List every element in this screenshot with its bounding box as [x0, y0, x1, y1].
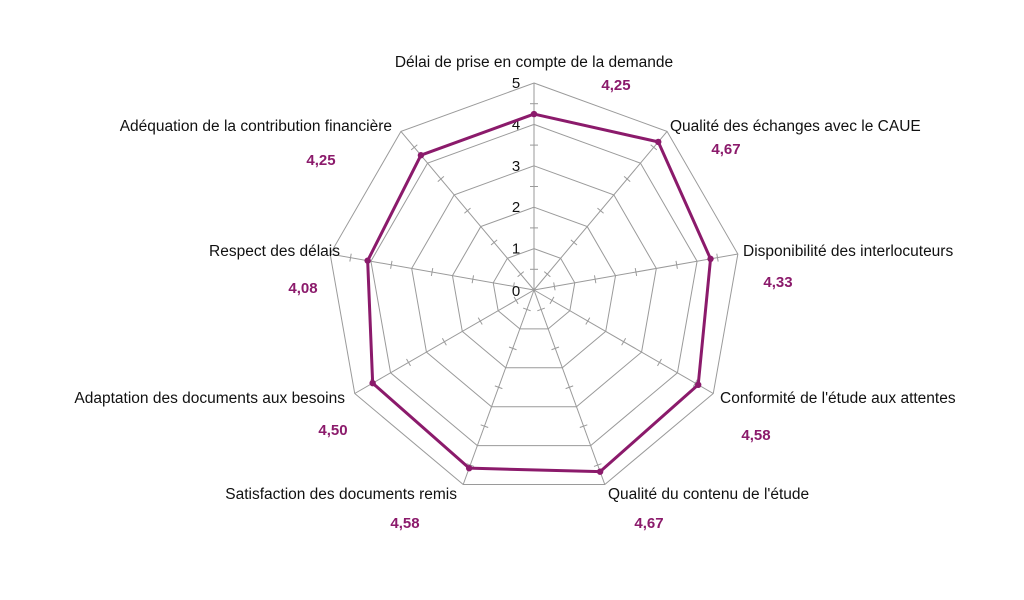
axis-label: Satisfaction des documents remis	[225, 486, 457, 503]
value-label: 4,50	[318, 422, 347, 439]
grid-ring-4	[370, 123, 698, 447]
axis-tick-mark	[390, 260, 393, 269]
axis-label: Adéquation de la contribution financière	[120, 118, 392, 135]
axis-tick-mark	[623, 176, 631, 182]
axis-tick-mark	[512, 282, 515, 291]
axis-tick-mark	[464, 207, 471, 214]
value-label: 4,67	[634, 515, 663, 532]
axis-label: Disponibilité des interlocuteurs	[743, 243, 953, 260]
grid-ring-1	[492, 248, 576, 330]
axis-tick-mark	[553, 282, 556, 291]
axis-tick-mark	[406, 358, 411, 367]
axis-tick-mark	[522, 307, 531, 312]
axis-label: Conformité de l'étude aux attentes	[720, 390, 956, 407]
grid-ring-5	[329, 82, 739, 486]
axis-tick-mark	[543, 271, 551, 278]
axis-tick-mark	[549, 296, 555, 305]
axis-tick-mark	[657, 358, 662, 367]
value-label: 4,58	[741, 427, 770, 444]
r-tick-label: 2	[512, 199, 520, 216]
axis-tick-mark	[551, 346, 560, 351]
r-tick-label: 0	[512, 283, 520, 300]
data-point	[465, 464, 473, 472]
data-point	[369, 379, 376, 387]
axis-tick-mark	[437, 176, 445, 182]
r-tick-label: 5	[512, 75, 520, 92]
axis-tick-mark	[349, 253, 352, 262]
axis-tick-mark	[634, 268, 638, 277]
axis-tick-mark	[471, 275, 475, 284]
r-tick-label: 3	[512, 158, 520, 175]
axis-tick-mark	[441, 338, 447, 346]
axis-label: Qualité des échanges avec le CAUE	[670, 118, 921, 135]
r-tick-label: 1	[512, 241, 520, 258]
axis-tick-mark	[494, 385, 503, 390]
axis-tick-mark	[597, 207, 604, 214]
axis-label: Respect des délais	[209, 243, 340, 260]
axis-label: Délai de prise en compte de la demande	[395, 54, 673, 71]
axis-tick-mark	[537, 307, 546, 312]
radial-tick-labels: 0 1 2 3 4 5	[512, 75, 520, 300]
axis-label: Qualité du contenu de l'étude	[608, 486, 809, 503]
data-point	[364, 257, 371, 264]
axis-tick-mark	[716, 253, 719, 262]
series-line	[366, 112, 713, 474]
data-point	[417, 152, 425, 159]
grid-ring-3	[411, 165, 657, 408]
value-label: 4,25	[601, 77, 630, 94]
axis-tick-mark	[517, 271, 525, 278]
axis-tick-mark	[621, 338, 627, 346]
axis-tick-mark	[579, 424, 588, 428]
data-point	[707, 255, 714, 263]
data-point	[655, 138, 662, 146]
axis-labels: Délai de prise en compte de la demande 4,…	[74, 54, 955, 532]
axis-tick-mark	[466, 463, 475, 467]
grid-ring-2	[451, 206, 617, 369]
axis-tick-mark	[692, 379, 698, 387]
axis-tick-mark	[593, 275, 597, 284]
axis-tick-mark	[508, 346, 517, 351]
axis-tick-mark	[477, 317, 483, 325]
axis-tick-mark	[675, 260, 678, 269]
axis-tick-mark	[650, 144, 658, 151]
value-label: 4,58	[390, 515, 419, 532]
axis-tick-mark	[430, 268, 434, 277]
value-label: 4,25	[306, 152, 335, 169]
axis-tick-mark	[570, 239, 578, 246]
value-label: 4,08	[288, 280, 317, 297]
radar-grid	[329, 82, 739, 486]
value-label: 4,67	[711, 141, 740, 158]
axis-label: Adaptation des documents aux besoins	[74, 390, 345, 407]
value-label: 4,33	[763, 274, 792, 291]
data-point	[596, 468, 604, 475]
axis-tick-mark	[593, 463, 602, 467]
data-series	[364, 110, 714, 475]
r-tick-label: 4	[512, 116, 520, 133]
axis-tick-mark	[513, 296, 519, 305]
axis-tick-mark	[585, 317, 591, 325]
data-point	[530, 110, 538, 118]
data-point	[695, 381, 702, 389]
axis-tick-mark	[565, 385, 574, 390]
axis-tick-mark	[410, 144, 418, 151]
axis-tick-mark	[480, 424, 489, 428]
axis-tick-mark	[490, 239, 498, 246]
